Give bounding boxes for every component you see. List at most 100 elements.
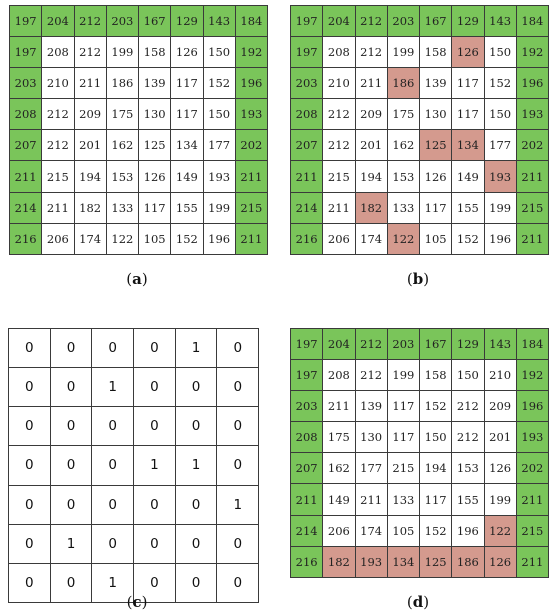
panel-d-cell: 129 bbox=[452, 329, 485, 361]
panel-c-cell: 0 bbox=[217, 329, 260, 369]
panel-b-cell: 149 bbox=[452, 161, 485, 193]
panel-b-cell: 130 bbox=[420, 99, 453, 131]
panel-c-cell: 0 bbox=[92, 329, 135, 369]
panel-a-cell: 199 bbox=[203, 192, 236, 224]
panel-a-cell: 210 bbox=[42, 68, 75, 100]
panel-a-cell: 211 bbox=[235, 161, 268, 193]
panel-a-cell: 208 bbox=[42, 37, 75, 69]
panel-b-cell: 206 bbox=[323, 223, 356, 255]
panel-b-cell: 197 bbox=[291, 6, 324, 38]
panel-c-cell: 0 bbox=[50, 563, 93, 603]
panel-b-cell: 150 bbox=[484, 37, 517, 69]
panel-d-cell: 212 bbox=[452, 391, 485, 423]
panel-d-cell: 212 bbox=[452, 422, 485, 454]
panel-b-cell: 143 bbox=[484, 6, 517, 38]
panel-a-cell: 196 bbox=[235, 68, 268, 100]
panel-b-cell: 186 bbox=[387, 68, 420, 100]
panel-c-cell: 0 bbox=[50, 485, 93, 525]
panel-d-cell: 182 bbox=[323, 546, 356, 578]
panel-d-cell: 126 bbox=[484, 453, 517, 485]
panel-c-cell: 0 bbox=[9, 407, 51, 447]
panel-a-cell: 150 bbox=[203, 99, 236, 131]
panel-b-cell: 204 bbox=[323, 6, 356, 38]
panel-a-cell: 212 bbox=[42, 130, 75, 162]
panel-a-cell: 186 bbox=[106, 68, 139, 100]
panel-d-cell: 202 bbox=[516, 453, 549, 485]
panel-a-cell: 215 bbox=[235, 192, 268, 224]
panel-c-cell: 1 bbox=[92, 368, 135, 408]
panel-a-cell: 204 bbox=[42, 6, 75, 38]
panel-d-cell: 186 bbox=[452, 546, 485, 578]
panel-a-cell: 105 bbox=[139, 223, 172, 255]
panel-d-cell: 214 bbox=[291, 515, 324, 547]
panel-b-cell: 199 bbox=[484, 192, 517, 224]
panel-c-cell: 0 bbox=[9, 368, 51, 408]
panel-c-cell: 0 bbox=[134, 407, 176, 447]
panel-a-cell: 211 bbox=[235, 223, 268, 255]
panel-a-cell: 201 bbox=[74, 130, 107, 162]
panel-d-cell: 167 bbox=[420, 329, 453, 361]
panel-c-cell: 1 bbox=[50, 524, 93, 564]
panel-b-cell: 212 bbox=[323, 99, 356, 131]
panel-b-cell: 209 bbox=[355, 99, 388, 131]
panel-b-cell: 174 bbox=[355, 223, 388, 255]
panel-c-cell: 1 bbox=[217, 485, 260, 525]
panel-a-cell: 214 bbox=[10, 192, 43, 224]
panel-b-cell: 211 bbox=[355, 68, 388, 100]
panel-a-cell: 122 bbox=[106, 223, 139, 255]
panel-a-cell: 196 bbox=[203, 223, 236, 255]
panel-b-cell: 194 bbox=[355, 161, 388, 193]
panel-c-cell: 0 bbox=[50, 368, 93, 408]
panel-b-cell: 152 bbox=[484, 68, 517, 100]
panel-d-cell: 201 bbox=[484, 422, 517, 454]
panel-b-cell: 117 bbox=[452, 68, 485, 100]
panel-a-cell: 174 bbox=[74, 223, 107, 255]
caption-d: (d) bbox=[406, 593, 430, 611]
panel-d-cell: 209 bbox=[484, 391, 517, 423]
panel-a-cell: 206 bbox=[42, 223, 75, 255]
panel-c-cell: 0 bbox=[217, 407, 260, 447]
panel-b-cell: 158 bbox=[420, 37, 453, 69]
panel-c-cell: 0 bbox=[175, 485, 218, 525]
panel-b-cell: 196 bbox=[484, 223, 517, 255]
panel-b-cell: 126 bbox=[420, 161, 453, 193]
panel-b-cell: 211 bbox=[516, 161, 549, 193]
panel-b-cell: 215 bbox=[323, 161, 356, 193]
panel-d-cell: 150 bbox=[452, 360, 485, 392]
panel-a-cell: 211 bbox=[74, 68, 107, 100]
panel-c-cell: 0 bbox=[50, 407, 93, 447]
panel-b-cell: 211 bbox=[291, 161, 324, 193]
panel-c-cell: 0 bbox=[9, 485, 51, 525]
panel-d-cell: 203 bbox=[387, 329, 420, 361]
panel-a-cell: 153 bbox=[106, 161, 139, 193]
panel-a-cell: 193 bbox=[235, 99, 268, 131]
panel-d-cell: 212 bbox=[355, 360, 388, 392]
panel-d-cell: 153 bbox=[452, 453, 485, 485]
panel-b-cell: 208 bbox=[291, 99, 324, 131]
panel-a-cell: 211 bbox=[10, 161, 43, 193]
panel-d-cell: 139 bbox=[355, 391, 388, 423]
panel-d-cell: 211 bbox=[291, 484, 324, 516]
panel-d-cell: 175 bbox=[323, 422, 356, 454]
panel-a-cell: 199 bbox=[106, 37, 139, 69]
panel-d-cell: 193 bbox=[355, 546, 388, 578]
panel-d-cell: 211 bbox=[516, 484, 549, 516]
panel-d-cell: 196 bbox=[516, 391, 549, 423]
panel-d-cell: 208 bbox=[323, 360, 356, 392]
panel-c-cell: 0 bbox=[9, 329, 51, 369]
panel-c-cell: 0 bbox=[134, 563, 176, 603]
panel-b-cell: 150 bbox=[484, 99, 517, 131]
panel-b-cell: 175 bbox=[387, 99, 420, 131]
panel-a-cell: 175 bbox=[106, 99, 139, 131]
panel-a-cell: 143 bbox=[203, 6, 236, 38]
panel-c-cell: 0 bbox=[175, 368, 218, 408]
panel-a-cell: 208 bbox=[10, 99, 43, 131]
panel-d-cell: 174 bbox=[355, 515, 388, 547]
panel-d-cell: 133 bbox=[387, 484, 420, 516]
panel-a-cell: 126 bbox=[171, 37, 204, 69]
panel-d-cell: 192 bbox=[516, 360, 549, 392]
panel-d-cell: 208 bbox=[291, 422, 324, 454]
panel-c-cell: 0 bbox=[134, 485, 176, 525]
panel-d-cell: 197 bbox=[291, 329, 324, 361]
